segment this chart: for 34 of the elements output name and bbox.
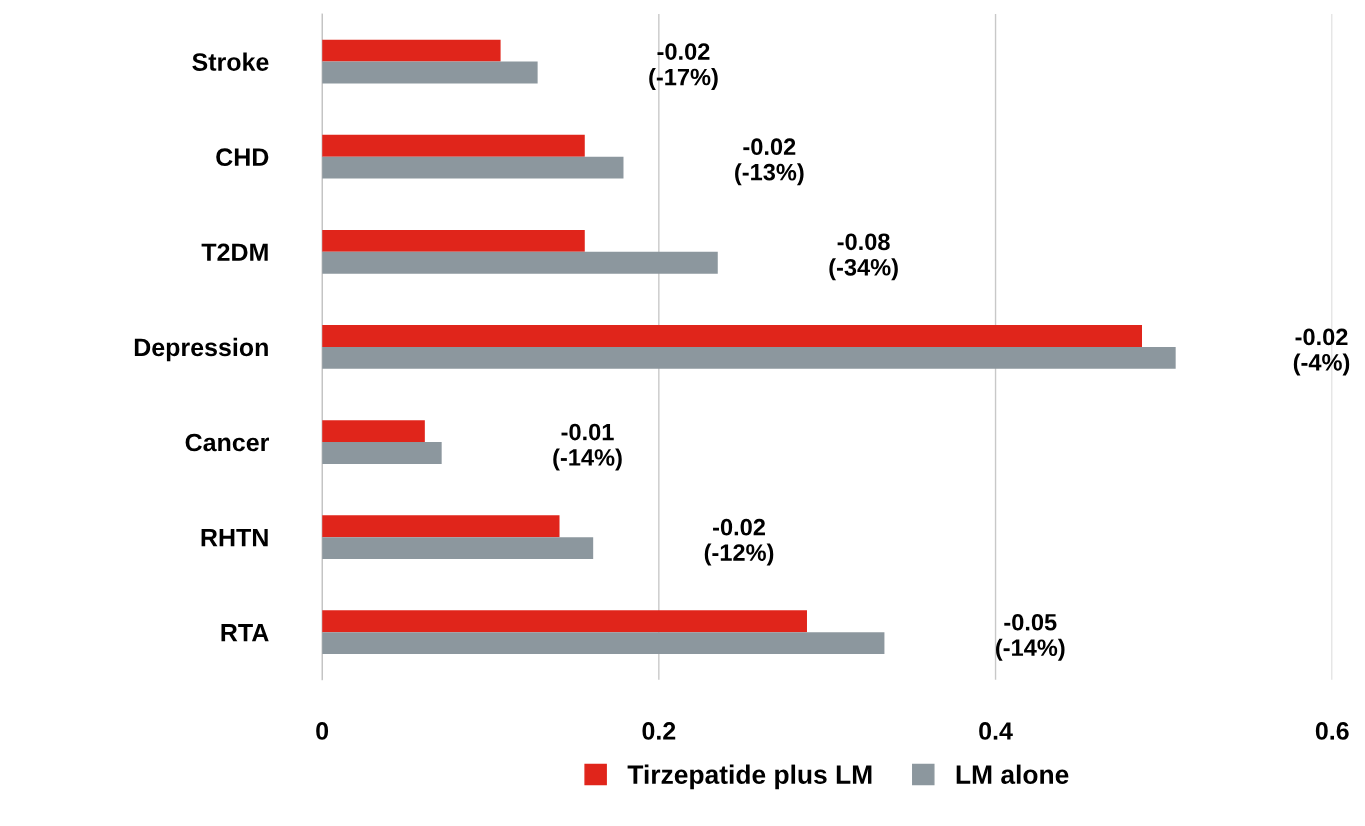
bar: [322, 61, 538, 84]
annotation: -0.02 (-13%): [735, 138, 804, 186]
x-tick-label: 0.6: [1315, 722, 1349, 740]
bar: [322, 515, 560, 538]
annotation: -0.02 (-12%): [704, 518, 774, 566]
bar: [322, 325, 1142, 347]
y-tick-label: Depression: [134, 337, 268, 362]
bar: [322, 251, 718, 274]
bar: [322, 346, 1176, 369]
bar: [322, 442, 442, 464]
annotation: -0.02 (-17%): [649, 43, 718, 91]
y-tick-label: RTA: [221, 624, 269, 642]
bar: [322, 537, 594, 560]
bar: [322, 134, 585, 157]
legend-label: LM alone: [956, 764, 1069, 784]
x-tick-label: 0.4: [979, 722, 1013, 740]
y-tick-label: Stroke: [192, 52, 269, 71]
bar: [322, 610, 807, 633]
bar: [322, 156, 624, 179]
legend-label: Tirzepatide plus LM: [627, 764, 872, 790]
x-tick-label: 0.2: [642, 722, 676, 740]
y-tick-label: CHD: [216, 148, 269, 167]
annotation: -0.02 (-4%): [1293, 328, 1350, 376]
bar: [322, 632, 885, 655]
x-tick-label: 0: [316, 722, 329, 740]
y-tick-label: RHTN: [201, 529, 268, 547]
annotation: -0.08 (-34%): [829, 233, 898, 281]
bar: [322, 229, 585, 252]
annotation: -0.05 (-14%): [996, 613, 1065, 661]
bar: [322, 420, 425, 443]
y-tick-label: T2DM: [201, 243, 268, 261]
bar: [322, 39, 501, 62]
y-tick-label: Cancer: [185, 433, 269, 452]
annotation: -0.01 (-14%): [553, 423, 622, 471]
